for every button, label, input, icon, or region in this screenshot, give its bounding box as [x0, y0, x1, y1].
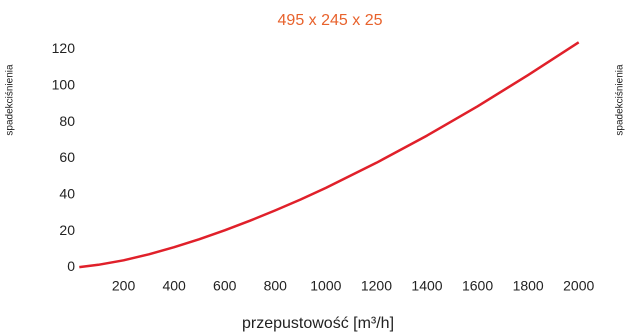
y-tick-label: 20: [59, 222, 75, 238]
x-tick-label: 1000: [310, 278, 341, 294]
x-tick-label: 200: [112, 278, 136, 294]
x-tick-label: 800: [264, 278, 288, 294]
x-tick-label: 400: [162, 278, 186, 294]
x-axis-label: przepustowość [m³/h]: [242, 315, 394, 332]
y-tick-label: 80: [59, 113, 75, 129]
chart-title: 495 x 245 x 25: [278, 12, 383, 29]
x-tick-label: 1600: [462, 278, 493, 294]
y-tick-label: 0: [67, 258, 75, 274]
y2-axis-label: spadekciśnienia: [615, 64, 626, 136]
x-tick-label: 1200: [361, 278, 392, 294]
y-tick-label: 100: [52, 77, 76, 93]
y-tick-label: 60: [59, 149, 75, 165]
y-tick-label: 40: [59, 185, 75, 201]
x-tick-label: 1800: [513, 278, 544, 294]
x-tick-label: 600: [213, 278, 237, 294]
x-tick-label: 2000: [563, 278, 594, 294]
x-tick-label: 1400: [411, 278, 442, 294]
data-line: [79, 41, 580, 269]
y-tick-label: 120: [52, 40, 76, 56]
y-axis-label: spadekciśnienia: [5, 64, 16, 136]
